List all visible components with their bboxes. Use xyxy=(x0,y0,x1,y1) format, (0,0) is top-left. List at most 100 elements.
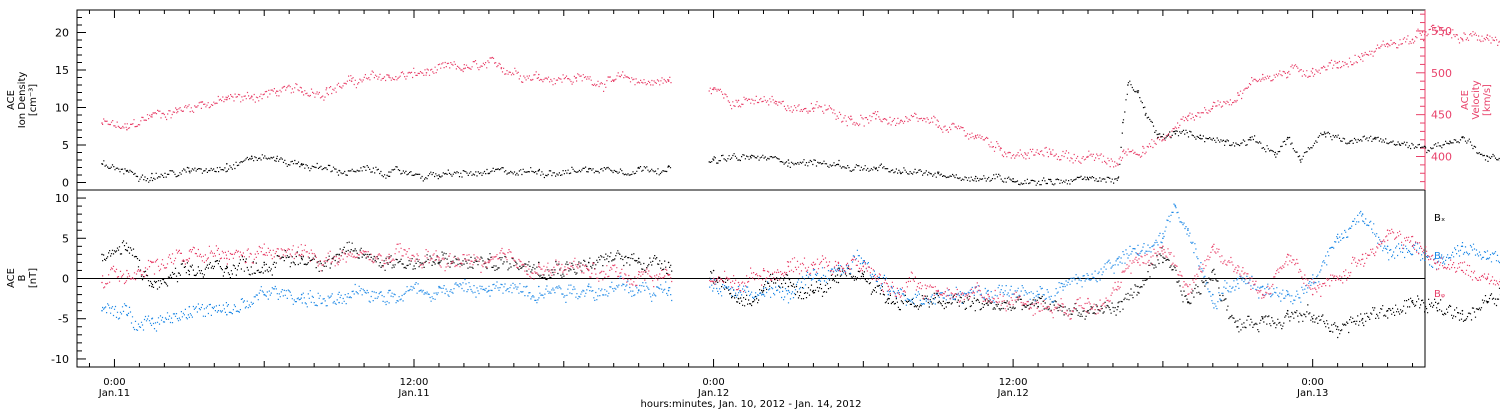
by-series-point xyxy=(1386,245,1389,248)
velocity-series-point xyxy=(1411,38,1414,41)
velocity-series-point xyxy=(250,95,253,97)
by-series-point xyxy=(1237,277,1239,280)
by-series-point xyxy=(388,289,390,292)
density-series-point xyxy=(1174,133,1177,135)
velocity-series-point xyxy=(1212,105,1214,108)
density-series-point xyxy=(338,169,340,172)
density-series-point xyxy=(188,170,191,173)
bz-series-point xyxy=(438,259,440,261)
velocity-series-point xyxy=(275,90,278,92)
right-tick-label: 500 xyxy=(1431,67,1452,80)
bz-series-point xyxy=(737,281,740,284)
bx-series-point xyxy=(126,249,128,252)
bx-series-point xyxy=(737,297,740,300)
density-series-point xyxy=(1137,91,1139,94)
x-tick-label-day: Jan.13 xyxy=(1296,388,1328,399)
top-right-axis-title-line: Velocity xyxy=(1471,80,1482,119)
bottom-left-axis-title-line: ACE xyxy=(6,268,17,288)
density-series-point xyxy=(1274,151,1276,154)
bx-series-point xyxy=(1162,261,1164,264)
bz-series-point xyxy=(1187,285,1189,288)
bx-series-point xyxy=(712,269,715,272)
bz-series-point xyxy=(1137,261,1139,264)
density-series-point xyxy=(1299,159,1301,161)
x-tick-label-time: 0:00 xyxy=(103,377,125,388)
legend-entry: Bᵧ xyxy=(1434,251,1445,262)
by-series-point xyxy=(438,285,440,288)
bx-series-point xyxy=(1411,301,1414,304)
bx-series-point xyxy=(263,261,266,264)
velocity-series-point xyxy=(1486,34,1489,36)
by-series-point xyxy=(762,293,765,296)
by-series-point xyxy=(300,293,303,296)
velocity-series-point xyxy=(937,126,939,128)
x-tick-label-time: 0:00 xyxy=(702,377,724,388)
velocity-series-point xyxy=(126,128,128,131)
bz-series-point xyxy=(667,273,670,276)
bz-series-point xyxy=(987,293,989,296)
density-series-point xyxy=(1127,84,1129,86)
bx-series-point xyxy=(987,304,989,306)
bz-series-point xyxy=(787,265,790,268)
by-series-point xyxy=(1361,213,1364,215)
bx-series-point xyxy=(787,285,790,288)
velocity-series-point xyxy=(1117,164,1119,166)
by-series-point xyxy=(987,289,989,292)
density-series-point xyxy=(126,170,128,173)
density-series-point xyxy=(900,172,902,175)
by-series-point xyxy=(862,261,865,264)
velocity-series-point xyxy=(176,108,178,111)
density-series-point xyxy=(300,163,303,165)
density-series-point xyxy=(1374,136,1376,139)
by-series-point xyxy=(1486,257,1489,260)
left-tick-label: 10 xyxy=(55,102,69,115)
bz-series-point xyxy=(1117,285,1119,288)
x-tick-label-time: 0:00 xyxy=(1301,377,1323,388)
density-series-point xyxy=(275,157,278,160)
bz-series-point xyxy=(1062,305,1064,308)
density-series-point xyxy=(1117,177,1119,179)
top-right-axis-title: ACE Velocity [km/s] xyxy=(1460,80,1493,119)
velocity-series-point xyxy=(300,91,303,93)
density-series-point xyxy=(1049,178,1052,181)
velocity-series-point xyxy=(775,103,777,105)
velocity-series-point xyxy=(463,67,465,70)
by-series-point xyxy=(812,277,815,280)
bx-series-point xyxy=(587,261,590,264)
velocity-series-point xyxy=(538,73,540,76)
left-tick-label: 15 xyxy=(55,64,69,77)
bz-series-point xyxy=(1286,253,1289,256)
bz-series-point xyxy=(338,257,340,260)
by-series-point xyxy=(1117,257,1119,260)
density-series-point xyxy=(1157,136,1159,139)
velocity-series-point xyxy=(201,101,203,103)
bx-series-point xyxy=(338,253,340,256)
density-series-point xyxy=(1449,140,1451,143)
density-series-point xyxy=(1224,140,1227,143)
bx-series-point xyxy=(1336,326,1339,328)
velocity-series-point xyxy=(1142,145,1144,148)
by-series-point xyxy=(1411,253,1414,256)
bz-series-point xyxy=(126,269,128,272)
density-series-point xyxy=(250,155,253,158)
bx-series-point xyxy=(837,281,840,284)
right-tick-label: 550 xyxy=(1431,25,1452,38)
density-series-point xyxy=(1012,178,1014,180)
bottom-tick-label: -5 xyxy=(58,313,69,326)
top-left-axis-title: ACE Ion Density [cm⁻³] xyxy=(6,72,39,129)
bottom-left-axis-title: ACE B [nT] xyxy=(6,268,39,288)
by-series-point xyxy=(263,293,266,296)
bz-series-point xyxy=(812,261,815,264)
bx-series-point xyxy=(937,301,939,304)
density-series-point xyxy=(1144,114,1147,116)
velocity-series-point xyxy=(850,115,852,118)
density-series-point xyxy=(1199,134,1202,137)
bx-series-point xyxy=(300,257,303,260)
bz-series-point xyxy=(538,265,540,268)
density-series-point xyxy=(438,174,440,176)
by-series-point xyxy=(1087,277,1089,280)
bx-series-point xyxy=(812,289,815,292)
velocity-series-point xyxy=(999,147,1002,149)
by-series-point xyxy=(338,301,340,304)
bz-series-point xyxy=(1486,277,1489,280)
